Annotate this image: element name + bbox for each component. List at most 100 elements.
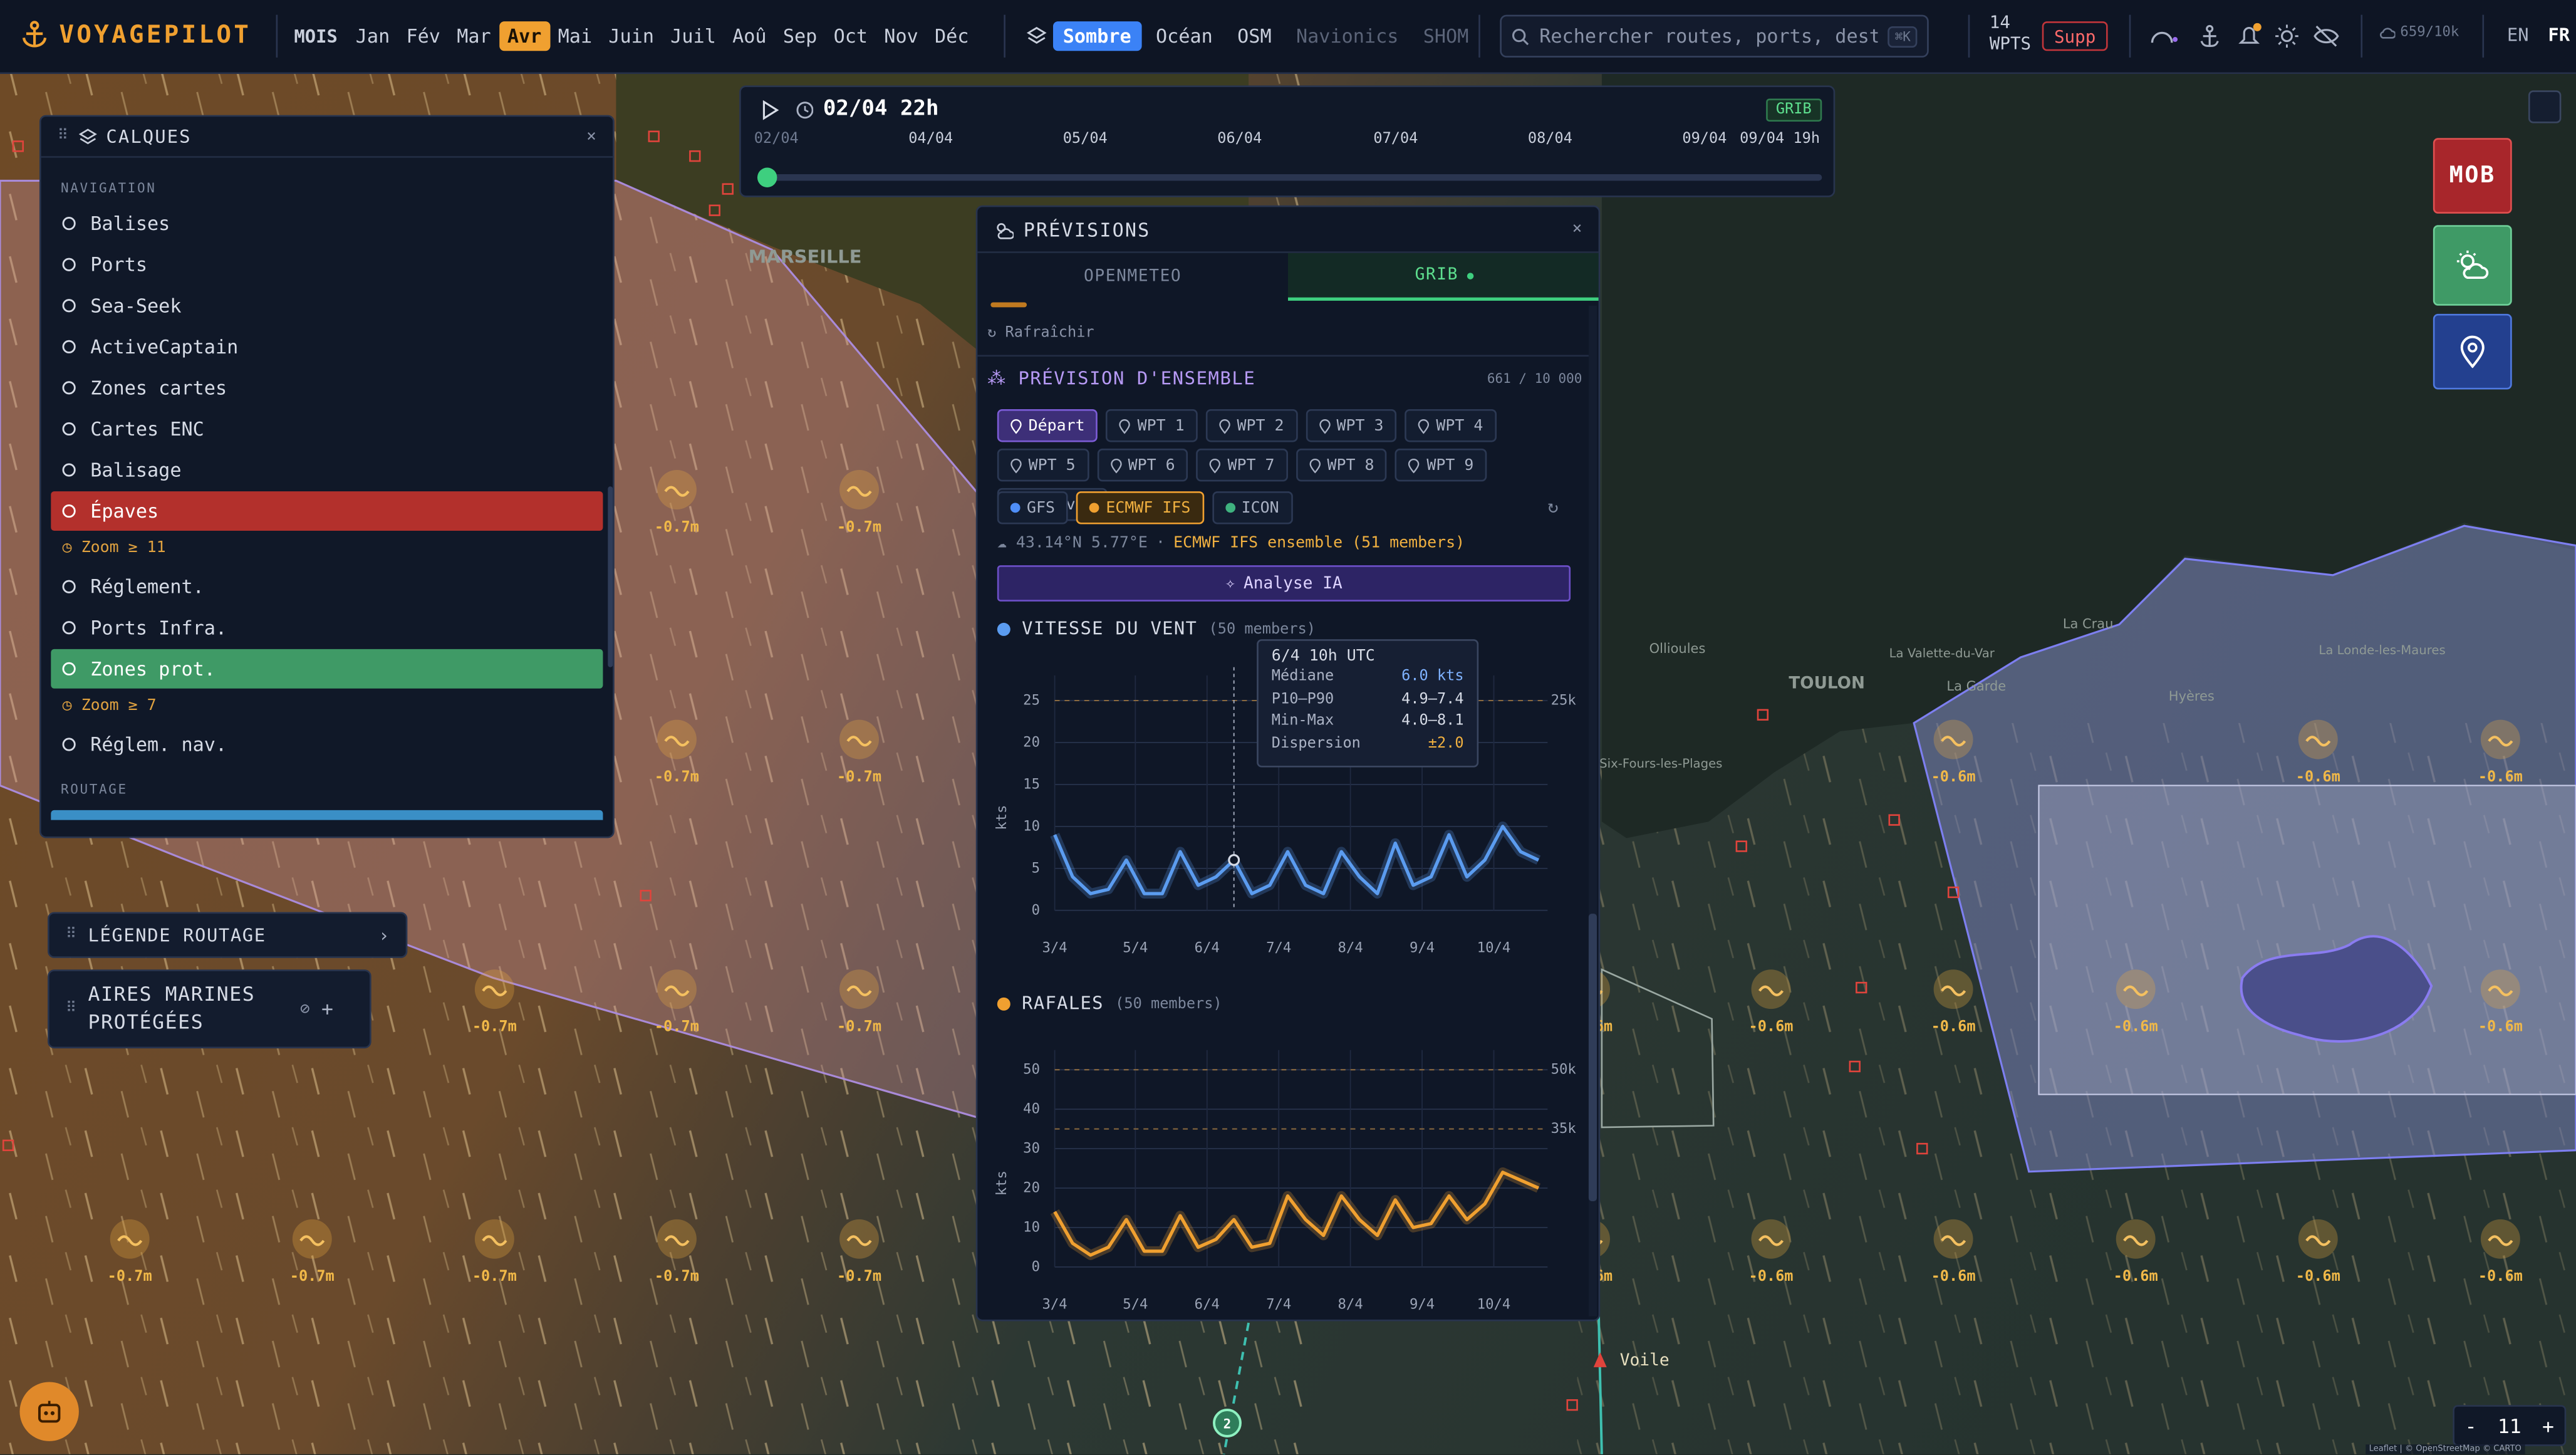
wave-icon <box>1941 1235 1966 1246</box>
route-waypoint[interactable] <box>1213 1409 1242 1437</box>
layer-toggle[interactable]: Zones cartes <box>51 368 603 407</box>
month-button[interactable]: Oct <box>833 24 868 48</box>
month-button[interactable]: Mar <box>457 24 491 48</box>
month-button[interactable]: Nov <box>884 24 918 48</box>
point-chip[interactable]: WPT 7 <box>1196 448 1288 482</box>
layer-toggle[interactable]: Épaves <box>51 491 603 531</box>
month-button[interactable]: Jan <box>355 24 390 48</box>
y-tick-label: 15 <box>1023 776 1040 792</box>
weather-button[interactable] <box>2433 225 2512 306</box>
timeline-panel: 02/04 22h GRIB 02/04 04/04 05/04 06/04 07/04… <box>739 85 1836 197</box>
zoom-in[interactable]: + <box>2542 1414 2554 1437</box>
model-chip[interactable]: GFS <box>997 491 1069 524</box>
layer-toggle[interactable]: ActiveCaptain <box>51 327 603 367</box>
point-chip[interactable]: WPT 1 <box>1106 409 1198 442</box>
point-chip[interactable]: Départ <box>997 409 1098 442</box>
month-button[interactable]: Aoû <box>732 24 767 48</box>
layer-toggle[interactable]: Ports <box>51 245 603 284</box>
layer-toggle[interactable]: Balises <box>51 204 603 243</box>
hide-button[interactable]: ⊘ <box>299 999 310 1018</box>
point-chip[interactable]: WPT 6 <box>1096 448 1188 482</box>
point-label: WPT 2 <box>1237 416 1284 435</box>
close-button[interactable]: × <box>1572 220 1582 239</box>
timeline-track[interactable] <box>757 174 1822 181</box>
month-button[interactable]: Avr <box>499 21 550 51</box>
timeline-knob[interactable] <box>757 167 777 187</box>
panel-toggle[interactable] <box>2528 90 2562 123</box>
drag-handle[interactable]: ⠿ <box>57 128 69 145</box>
place-label: Six-Fours-les-Plages <box>1599 756 1722 771</box>
map-style-button[interactable]: Océan <box>1156 24 1213 48</box>
point-chip[interactable]: WPT 4 <box>1405 409 1497 442</box>
search-box[interactable]: Rechercher routes, ports, destin ⌘K <box>1500 14 1929 58</box>
layer-label: Ports Infra. <box>90 616 227 640</box>
wave-label: -0.7m <box>290 1267 335 1285</box>
map-style-button[interactable]: Navionics <box>1296 24 1399 48</box>
layer-toggle[interactable]: Réglement. <box>51 567 603 607</box>
hover-point <box>1228 854 1240 866</box>
separator <box>1968 14 1970 58</box>
layer-toggle[interactable]: Réglem. nav. <box>51 725 603 764</box>
vessel-label: Voile <box>1620 1351 1670 1370</box>
tab[interactable]: OPENMETEO <box>977 253 1288 301</box>
toolbar-icons[interactable] <box>2149 23 2342 50</box>
wave-icon <box>482 985 507 996</box>
month-button[interactable]: Déc <box>935 24 969 48</box>
reload-button[interactable]: ↻ <box>1547 496 1559 518</box>
wave-icon <box>664 486 690 497</box>
wreck-markers <box>2 130 1960 1411</box>
mob-button[interactable]: MOB <box>2433 138 2512 214</box>
layer-toggle[interactable]: Sea-Seek <box>51 286 603 325</box>
point-chip[interactable]: WPT 9 <box>1395 448 1487 482</box>
model-dot <box>1010 503 1021 513</box>
refresh-button[interactable]: ↻ Rafraîchir <box>987 325 1094 342</box>
point-chip[interactable]: WPT 5 <box>997 448 1089 482</box>
scrollbar[interactable] <box>608 486 613 667</box>
point-chip[interactable]: WPT 3 <box>1305 409 1397 442</box>
month-button[interactable]: Juil <box>670 24 716 48</box>
y-tick-label: 50 <box>1023 1061 1040 1078</box>
y-axis-label: kts <box>994 1171 1010 1196</box>
close-button[interactable]: × <box>586 127 596 146</box>
routing-legend[interactable]: ⠿ LÉGENDE ROUTAGE › <box>48 912 408 958</box>
month-button[interactable]: Fév <box>406 24 440 48</box>
timeline-date: 02/04 <box>754 131 799 149</box>
chart-subtitle: (50 members) <box>1209 620 1316 637</box>
separator <box>2360 14 2363 58</box>
ai-analysis-button[interactable]: ✧ Analyse IA <box>997 565 1571 602</box>
tooltip-row: Médiane 6.0 kts <box>1272 669 1464 691</box>
layer-toggle[interactable]: Cartes ENC <box>51 409 603 449</box>
month-button[interactable]: Juin <box>608 24 655 48</box>
wave-icon <box>664 985 690 996</box>
layer-toggle[interactable]: Zones prot. <box>51 649 603 689</box>
model-chip[interactable]: ICON <box>1212 491 1292 524</box>
layer-toggle[interactable]: Balisage <box>51 451 603 490</box>
wave-label: -0.6m <box>2114 1018 2158 1035</box>
layer-icon <box>62 217 76 231</box>
month-button[interactable]: Mai <box>558 24 593 48</box>
brand[interactable]: VOYAGEPILOT <box>19 19 251 50</box>
model-chip[interactable]: ECMWF IFS <box>1076 491 1204 524</box>
play-controls[interactable] <box>761 100 814 120</box>
layer-label: Cartes ENC <box>90 417 204 441</box>
assistant-button[interactable] <box>19 1382 79 1441</box>
marine-areas-legend[interactable]: ⠿ AIRES MARINES PROTÉGÉES ⊘ + <box>48 969 371 1049</box>
language-button[interactable]: FR <box>2548 24 2570 46</box>
wave-label: -0.7m <box>837 768 881 785</box>
point-chip[interactable]: WPT 2 <box>1205 409 1297 442</box>
zoom-out[interactable]: - <box>2464 1414 2477 1437</box>
map-style-button[interactable]: Sombre <box>1052 21 1141 51</box>
tab[interactable]: GRIB <box>1288 253 1599 301</box>
point-chip[interactable]: WPT 8 <box>1296 448 1388 482</box>
map-style-button[interactable]: OSM <box>1237 24 1272 48</box>
map-style-button[interactable]: SHOM <box>1423 24 1469 48</box>
layer-toggle[interactable]: Ports Infra. <box>51 608 603 647</box>
month-button[interactable]: Sep <box>782 24 818 48</box>
ensemble-title-text: PRÉVISION D'ENSEMBLE <box>1018 368 1256 390</box>
language-button[interactable]: EN <box>2506 24 2529 46</box>
chart-subtitle: (50 members) <box>1115 994 1222 1012</box>
locate-button[interactable] <box>2433 313 2512 390</box>
scrollbar-thumb[interactable] <box>1588 914 1597 1202</box>
delete-button[interactable]: Supp <box>2042 21 2108 51</box>
add-button[interactable]: + <box>321 997 333 1021</box>
